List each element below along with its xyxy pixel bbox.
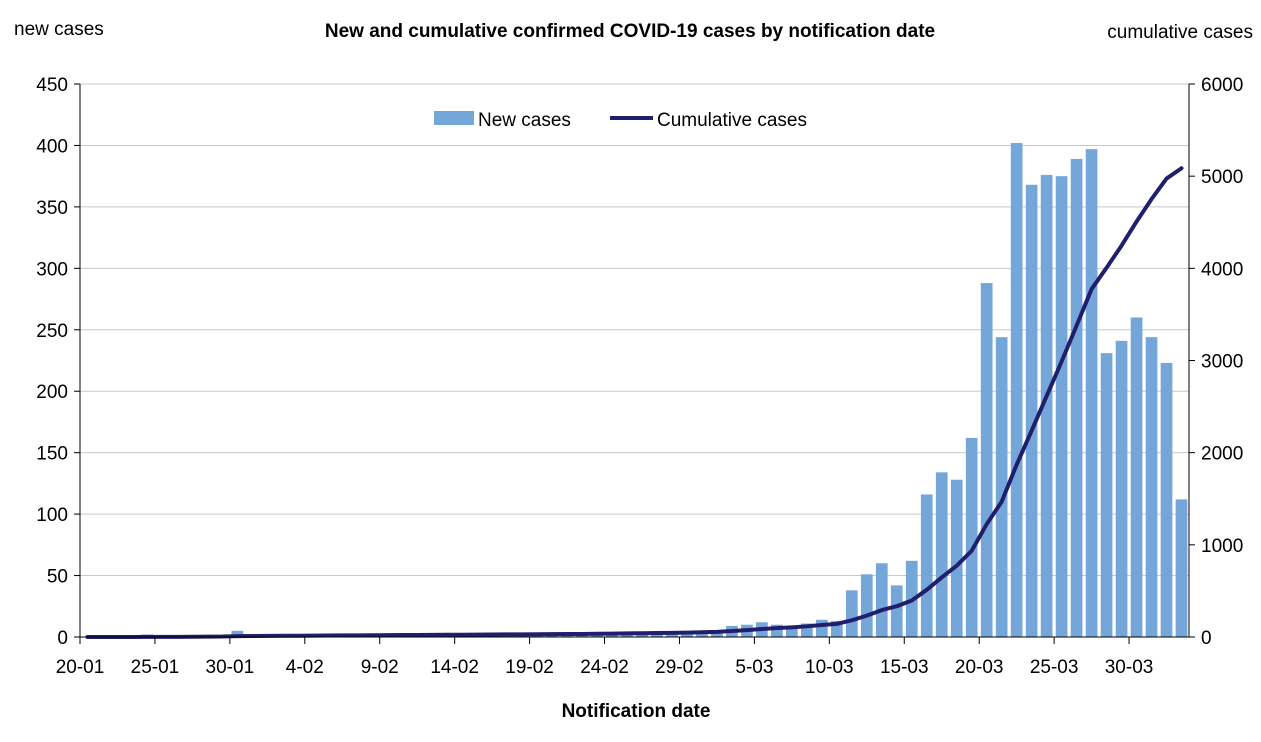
bar [830,621,843,637]
left-tick-label: 200 [36,382,68,403]
bar [666,634,678,637]
bar [591,634,603,637]
x-tick-label: 30-01 [206,657,255,678]
bar [636,634,648,637]
bar [980,283,993,637]
bar [995,337,1008,637]
bar [1055,176,1068,637]
x-tick-label: 10-03 [805,657,854,678]
right-tick-label: 4000 [1201,259,1243,280]
bar [561,635,573,637]
bar [1085,149,1098,637]
bar [1010,142,1023,637]
bar [606,634,618,637]
bar [1145,337,1158,637]
bar [546,635,558,637]
left-tick-label: 300 [36,259,68,280]
left-tick-label: 150 [36,444,68,465]
x-tick-label: 29-02 [655,657,704,678]
right-tick-label: 2000 [1201,444,1243,465]
left-tick-label: 0 [57,628,68,649]
bar [1130,317,1143,637]
bar [815,619,828,637]
bar [531,635,543,637]
bar [845,590,858,637]
right-tick-label: 0 [1201,628,1212,649]
legend-swatch-new-cases [434,111,474,125]
bar [935,472,948,637]
bar [860,574,873,637]
x-axis-ticks: 20-01 25-01 30-01 4-02 9-02 14-02 19-02 24-02 29… [56,637,1154,678]
bar [875,563,888,637]
x-tick-label: 25-03 [1030,657,1079,678]
bar [1025,184,1038,637]
x-tick-label: 15-03 [880,657,929,678]
cumulative-cases-line [85,166,1184,639]
left-tick-label: 350 [36,198,68,219]
left-tick-label: 100 [36,505,68,526]
legend-label-new-cases: New cases [478,110,571,131]
x-tick-label: 20-01 [56,657,105,678]
bar [1100,353,1113,637]
bar [1160,362,1173,637]
bar [1070,158,1083,637]
x-axis-title: Notification date [562,701,711,722]
bar [576,635,588,637]
right-axis-title: cumulative cases [1107,22,1253,43]
left-axis-title: new cases [14,19,104,40]
bar [696,632,708,637]
bar [1040,174,1053,637]
bar [231,630,244,637]
bar [711,630,723,637]
x-tick-label: 14-02 [430,657,479,678]
x-tick-label: 9-02 [361,657,399,678]
bar [920,494,933,637]
bar [651,634,663,637]
gridlines [80,83,1189,577]
right-tick-label: 5000 [1201,167,1243,188]
bar [965,437,978,637]
legend: New cases Cumulative cases [434,110,807,131]
left-tick-label: 50 [47,567,68,588]
x-tick-label: 24-02 [580,657,629,678]
bar [890,585,903,637]
x-tick-label: 25-01 [131,657,180,678]
left-tick-label: 250 [36,321,68,342]
new-cases-bars [141,142,1188,637]
bar [950,479,963,637]
right-tick-label: 3000 [1201,352,1243,373]
chart-title: New and cumulative confirmed COVID-19 ca… [325,21,935,42]
x-tick-label: 30-03 [1105,657,1154,678]
bar [1175,499,1188,637]
legend-label-cumulative-cases: Cumulative cases [657,110,807,131]
x-tick-label: 20-03 [955,657,1004,678]
bar [1115,340,1128,637]
right-tick-label: 6000 [1201,75,1243,96]
bar [800,623,813,637]
right-axis-ticks: 0 1000 2000 3000 4000 5000 6000 [1189,75,1243,649]
x-tick-label: 4-02 [286,657,324,678]
bar [771,624,783,637]
bar [681,634,693,637]
x-tick-label: 19-02 [505,657,554,678]
left-tick-label: 450 [36,75,68,96]
left-axis-ticks: 0 50 100 150 200 250 300 350 400 450 [36,75,80,649]
bar [516,635,528,637]
left-tick-label: 400 [36,136,68,157]
x-tick-label: 5-03 [735,657,773,678]
bar [786,627,798,637]
bar [621,634,633,637]
right-tick-label: 1000 [1201,536,1243,557]
